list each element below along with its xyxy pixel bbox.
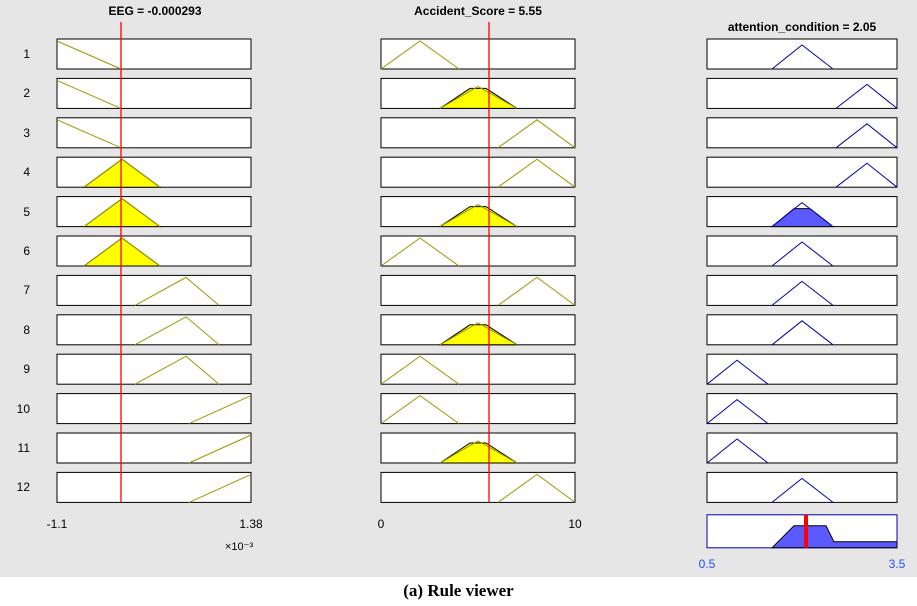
rule-2-attention_condition-membership	[835, 83, 898, 109]
rule-1-EEG-box	[56, 38, 252, 70]
rule-3-EEG-membership	[56, 119, 122, 149]
rule-label: 8	[23, 322, 30, 337]
eeg-axis-multiplier: ×10⁻³	[225, 541, 254, 553]
rule-4-attention_condition-membership	[835, 162, 898, 188]
rule-2-EEG-box	[56, 77, 252, 109]
rule-2-Accident_Score-fired-area	[438, 87, 519, 109]
rule-5-Accident_Score-membership	[439, 204, 518, 228]
rule-6-attention_condition-box	[706, 235, 898, 267]
rule-5-attention_condition-membership	[771, 201, 834, 227]
rule-9-EEG-membership	[134, 355, 220, 385]
rule-6-EEG-membership	[83, 237, 161, 267]
rule-2-attention_condition-box	[706, 77, 898, 109]
rule-9-Accident_Score-box	[380, 353, 576, 385]
eeg-axis-max: 1.38	[239, 517, 263, 531]
eeg-title: EEG = -0.000293	[108, 4, 202, 18]
aggregate-output-area	[770, 525, 898, 549]
rule-1-attention_condition-membership	[771, 44, 834, 70]
rule-11-attention_condition-membership	[706, 438, 769, 464]
rule-3-Accident_Score-membership	[497, 119, 576, 149]
rule-12-EEG-box	[56, 471, 252, 503]
rule-9-attention_condition-membership	[706, 359, 769, 385]
rule-10-EEG-membership	[188, 395, 252, 425]
rule-8-attention_condition-box	[706, 314, 898, 346]
rule-11-Accident_Score-fired-area	[438, 442, 519, 464]
rule-3-EEG-box	[56, 117, 252, 149]
rule-4-attention_condition-box	[706, 156, 898, 188]
rule-9-attention_condition-box	[706, 353, 898, 385]
rule-6-Accident_Score-membership	[380, 237, 460, 267]
rule-8-EEG-box	[56, 314, 252, 346]
rule-7-attention_condition-membership	[771, 280, 834, 306]
rule-8-EEG-membership	[134, 316, 220, 346]
rule-12-EEG-membership	[188, 473, 252, 503]
rule-7-EEG-membership	[134, 276, 220, 306]
rule-1-Accident_Score-box	[380, 38, 576, 70]
rule-7-attention_condition-box	[706, 274, 898, 306]
rule-10-Accident_Score-box	[380, 393, 576, 425]
rule-plots[interactable]	[0, 0, 917, 577]
rule-2-EEG-membership	[56, 79, 122, 109]
rule-10-Accident_Score-membership	[380, 394, 460, 425]
attention-condition-title: attention_condition = 2.05	[727, 20, 877, 34]
rule-label: 4	[23, 165, 30, 180]
rule-12-attention_condition-box	[706, 471, 898, 503]
rule-4-Accident_Score-box	[380, 156, 576, 188]
rule-4-Accident_Score-membership	[497, 158, 576, 188]
rule-viewer-panel: EEG = -0.000293 Accident_Score = 5.55 at…	[0, 0, 917, 577]
rule-12-attention_condition-membership	[771, 477, 834, 503]
rule-1-attention_condition-box	[706, 38, 898, 70]
rule-5-Accident_Score-fired-area	[438, 206, 519, 228]
accident-axis-min: 0	[377, 517, 385, 531]
rule-1-EEG-membership	[56, 40, 122, 70]
rule-5-EEG-membership	[83, 197, 161, 228]
rule-label: 12	[16, 480, 30, 495]
rule-label: 10	[16, 401, 30, 416]
rule-10-attention_condition-membership	[706, 398, 769, 424]
rule-11-attention_condition-box	[706, 432, 898, 464]
rule-2-Accident_Score-membership	[439, 85, 518, 109]
figure-caption: (a) Rule viewer	[403, 581, 514, 600]
rule-10-attention_condition-box	[706, 393, 898, 425]
rule-3-Accident_Score-box	[380, 117, 576, 149]
rule-6-attention_condition-membership	[771, 241, 834, 267]
rule-11-EEG-box	[56, 432, 252, 464]
accident-score-title: Accident_Score = 5.55	[414, 4, 542, 18]
rule-11-Accident_Score-membership	[439, 440, 518, 464]
rule-7-Accident_Score-box	[380, 274, 576, 306]
rule-12-Accident_Score-membership	[497, 473, 576, 503]
rule-4-EEG-membership	[83, 158, 161, 188]
rule-label: 1	[23, 47, 30, 61]
rule-label: 5	[23, 204, 30, 219]
rule-3-attention_condition-box	[706, 117, 898, 149]
rule-9-Accident_Score-membership	[380, 355, 460, 385]
accident-axis-max: 10	[568, 517, 582, 531]
rule-7-EEG-box	[56, 274, 252, 306]
rule-11-EEG-membership	[188, 434, 252, 464]
rule-1-Accident_Score-membership	[380, 40, 460, 70]
rule-label: 9	[23, 362, 30, 377]
rule-3-attention_condition-membership	[835, 123, 898, 149]
rule-9-EEG-box	[56, 353, 252, 385]
rule-10-EEG-box	[56, 393, 252, 425]
rule-label: 3	[23, 125, 30, 140]
rule-8-attention_condition-membership	[771, 320, 834, 346]
rule-label: 7	[23, 283, 30, 298]
rule-label: 11	[17, 441, 30, 455]
attention-axis-max: 3.5	[888, 557, 906, 571]
rule-7-Accident_Score-membership	[497, 276, 576, 306]
attention-axis-min: 0.5	[698, 557, 716, 571]
rule-6-Accident_Score-box	[380, 235, 576, 267]
rule-12-Accident_Score-box	[380, 471, 576, 503]
rule-label: 2	[23, 86, 30, 101]
eeg-axis-min: -1.1	[46, 517, 68, 531]
rule-label: 6	[23, 244, 30, 258]
rule-8-Accident_Score-fired-area	[438, 324, 519, 346]
rule-8-Accident_Score-membership	[439, 322, 518, 346]
